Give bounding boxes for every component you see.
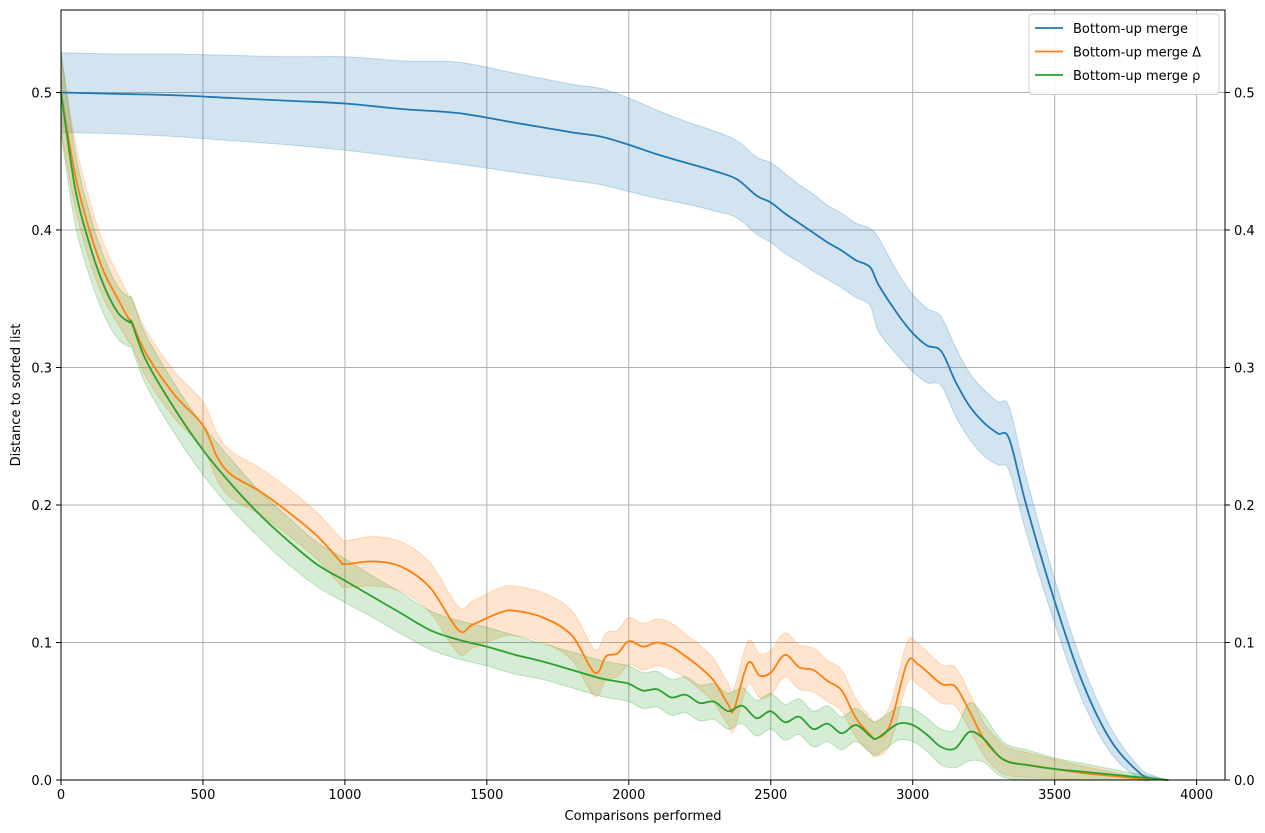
legend-box <box>1028 13 1220 95</box>
y-tick-label-right: 0.5 <box>1234 87 1255 102</box>
y-tick-label-right: 0.3 <box>1234 362 1255 377</box>
x-tick-label: 3500 <box>1038 788 1071 803</box>
x-tick-label: 4000 <box>1180 788 1213 803</box>
series-lines <box>60 91 1169 781</box>
confidence-bands <box>60 51 1169 782</box>
plot-frame <box>60 9 1226 781</box>
series-line-2 <box>60 92 1169 781</box>
y-tick-label-left: 0.5 <box>31 87 52 102</box>
x-tick-label: 500 <box>191 788 216 803</box>
y-tick-label-right: 0.2 <box>1234 499 1255 514</box>
legend-label: Bottom-up merge <box>1073 22 1188 37</box>
x-tick-label: 3000 <box>896 788 929 803</box>
legend: Bottom-up merge Bottom-up merge Δ Bottom-u… <box>1028 13 1220 95</box>
x-axis-label: Comparisons performed <box>565 809 722 824</box>
x-tick-label: 0 <box>57 788 65 803</box>
x-tick-label: 1500 <box>470 788 503 803</box>
y-tick-label-left: 0.1 <box>31 637 52 652</box>
series-line-1 <box>60 92 1169 781</box>
y-tick-label-left: 0.2 <box>31 499 52 514</box>
y-tick-label-left: 0.0 <box>31 774 52 789</box>
series-line-0 <box>60 91 1169 781</box>
x-tick-label: 1000 <box>328 788 361 803</box>
y-tick-label-right: 0.0 <box>1234 774 1255 789</box>
y-tick-label-left: 0.3 <box>31 362 52 377</box>
y-axis-label: Distance to sorted list <box>9 324 24 467</box>
axis-ticks: 0 500 1000 1500 2000 2500 3000 3500 4000 0.0 0.0 0.… <box>31 87 1254 804</box>
y-tick-label-right: 0.1 <box>1234 637 1255 652</box>
grid <box>60 10 1225 781</box>
x-tick-label: 2500 <box>754 788 787 803</box>
legend-label: Bottom-up merge ρ <box>1073 69 1200 84</box>
y-tick-label-left: 0.4 <box>31 224 52 239</box>
y-tick-label-right: 0.4 <box>1234 224 1255 239</box>
x-tick-label: 2000 <box>612 788 645 803</box>
legend-label: Bottom-up merge Δ <box>1073 46 1201 61</box>
